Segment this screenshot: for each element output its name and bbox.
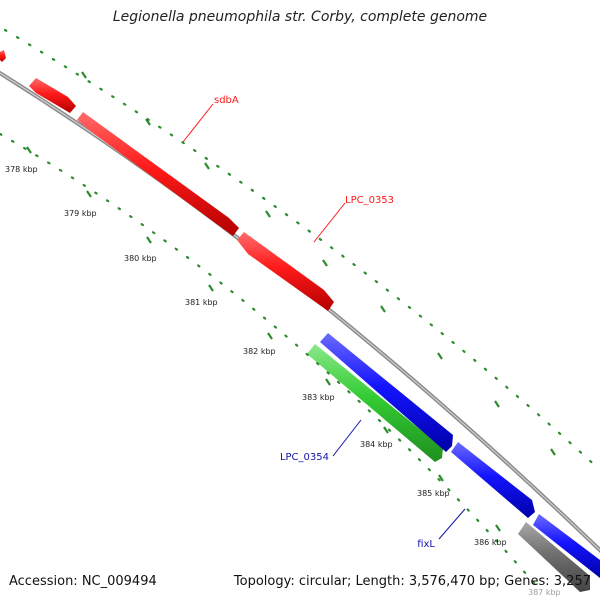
gene-arrow-blue-2[interactable] xyxy=(451,442,535,518)
major-tick-mark xyxy=(208,284,214,292)
tick-label: 380 kbp xyxy=(124,254,157,263)
major-tick-mark xyxy=(145,118,151,126)
tick-label: 378 kbp xyxy=(5,165,38,174)
backbone-circle xyxy=(0,70,600,553)
forward-strand-features xyxy=(0,50,334,311)
tick-label: 384 kbp xyxy=(360,440,393,449)
gene-arrow-sdbA[interactable] xyxy=(77,112,239,236)
tick-label: 381 kbp xyxy=(185,298,218,307)
gene-arrow-fixL-blue[interactable] xyxy=(533,514,600,578)
gene-label-lpc_0353[interactable]: LPC_0353 xyxy=(345,195,394,206)
major-tick-mark xyxy=(322,259,328,267)
inner-major-ticks xyxy=(26,146,501,532)
reverse-strand-features xyxy=(307,333,600,592)
major-tick-mark xyxy=(146,236,152,244)
gene-arrow-LPC_0354-green[interactable] xyxy=(307,344,443,462)
major-tick-mark xyxy=(494,400,500,408)
tick-label: 386 kbp xyxy=(474,538,507,547)
inner-tick-ring xyxy=(0,132,542,592)
major-tick-mark xyxy=(383,426,389,434)
major-tick-mark xyxy=(495,524,501,532)
major-tick-mark xyxy=(550,448,556,456)
major-tick-mark xyxy=(86,190,92,198)
tick-label: 382 kbp xyxy=(243,347,276,356)
gene-label-sdba[interactable]: sdbA xyxy=(214,95,239,106)
gene-label-fixl[interactable]: fixL xyxy=(417,539,435,550)
genome-summary-text: Topology: circular; Length: 3,576,470 bp… xyxy=(233,574,591,589)
major-tick-mark xyxy=(380,305,386,313)
major-tick-mark xyxy=(438,474,444,482)
major-tick-mark xyxy=(267,332,273,340)
gene-label-lpc_0354[interactable]: LPC_0354 xyxy=(280,452,329,463)
tick-label: 385 kbp xyxy=(417,489,450,498)
major-tick-mark xyxy=(26,146,32,154)
major-tick-mark xyxy=(204,162,210,170)
accession-text: Accession: NC_009494 xyxy=(9,574,157,589)
tick-label: 387 kbp xyxy=(528,588,561,597)
tick-labels: 378 kbp 379 kbp 380 kbp 381 kbp 382 kbp 383 k… xyxy=(5,165,561,597)
major-tick-mark xyxy=(265,210,271,218)
gene-labels: sdbA LPC_0353 LPC_0354 fixL xyxy=(214,95,435,550)
major-tick-mark xyxy=(325,378,331,386)
gene-arrow-blue-1[interactable] xyxy=(320,333,453,452)
gene-label-leaders xyxy=(182,103,466,540)
tick-label: 379 kbp xyxy=(64,209,97,218)
gene-arrow-partial-left[interactable] xyxy=(0,50,6,62)
outer-tick-ring xyxy=(3,28,600,472)
gene-arrow-gray[interactable] xyxy=(518,522,590,592)
major-tick-mark xyxy=(437,352,443,360)
gene-arrow-LPC_0353[interactable] xyxy=(237,232,334,311)
tick-label: 383 kbp xyxy=(302,393,335,402)
map-title: Legionella pneumophila str. Corby, compl… xyxy=(112,9,488,25)
major-tick-mark xyxy=(81,71,87,79)
gene-arrow-forward[interactable] xyxy=(29,78,76,113)
outer-major-ticks xyxy=(81,71,556,456)
